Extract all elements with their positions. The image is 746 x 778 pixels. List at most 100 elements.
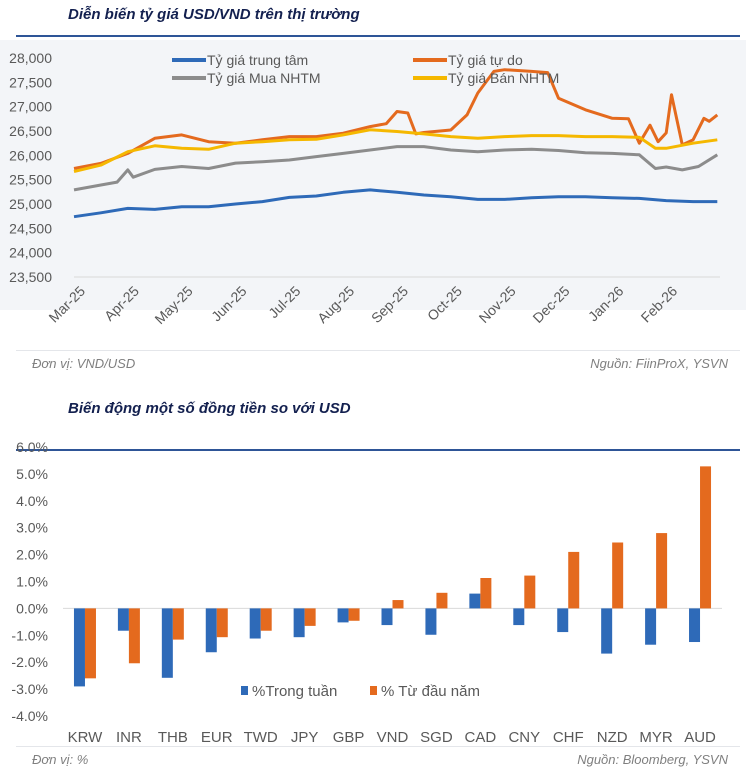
y-tick-label: 25,000 bbox=[9, 196, 52, 212]
y-tick-label: 27,000 bbox=[9, 99, 52, 115]
bar-weekly-cad bbox=[469, 593, 481, 609]
bar-weekly-sgd bbox=[425, 608, 437, 635]
x-tick-label: CHF bbox=[553, 729, 584, 746]
x-tick-label: Jul-25 bbox=[265, 283, 303, 321]
bar-weekly-thb bbox=[161, 608, 173, 678]
x-tick-label: NZD bbox=[597, 729, 628, 746]
series-line-0 bbox=[73, 188, 718, 219]
legend-swatch bbox=[241, 686, 248, 695]
bar-ytd-cny bbox=[524, 575, 536, 609]
y-tick-label: 26,000 bbox=[9, 147, 52, 163]
y-tick-label: 6.0% bbox=[16, 439, 48, 455]
x-tick-label: Sep-25 bbox=[368, 283, 411, 326]
bar-ytd-inr bbox=[128, 608, 140, 664]
legend-label: Tỷ giá Bán NHTM bbox=[448, 70, 559, 86]
y-tick-label: 24,000 bbox=[9, 245, 52, 261]
line-chart-source-note: Nguồn: FiinProX, YSVN bbox=[590, 356, 728, 371]
series-line-2 bbox=[73, 145, 719, 192]
series-line-3 bbox=[73, 128, 718, 174]
x-tick-label: CNY bbox=[508, 729, 540, 746]
y-tick-label: 23,500 bbox=[9, 269, 52, 285]
bar-weekly-gbp bbox=[337, 608, 349, 623]
y-tick-label: -3.0% bbox=[11, 681, 48, 697]
bar-weekly-cny bbox=[513, 608, 525, 626]
bar-ytd-aud bbox=[700, 466, 712, 609]
bar-weekly-myr bbox=[645, 608, 657, 645]
x-tick-label: THB bbox=[158, 729, 188, 746]
x-tick-label: INR bbox=[116, 729, 142, 746]
bar-ytd-krw bbox=[84, 608, 96, 679]
bar-weekly-twd bbox=[249, 608, 261, 639]
legend-label: %Trong tuần bbox=[252, 683, 337, 700]
x-tick-label: Jan-26 bbox=[585, 283, 627, 325]
x-tick-label: VND bbox=[377, 729, 409, 746]
y-tick-label: -1.0% bbox=[11, 627, 48, 643]
y-tick-label: 26,500 bbox=[9, 123, 52, 139]
x-tick-label: EUR bbox=[201, 729, 233, 746]
y-tick-label: -2.0% bbox=[11, 654, 48, 670]
legend-label: Tỷ giá tự do bbox=[448, 52, 523, 68]
y-tick-label: 28,000 bbox=[9, 50, 52, 66]
y-tick-label: 1.0% bbox=[16, 574, 48, 590]
x-tick-label: CAD bbox=[465, 729, 497, 746]
bar-chart-footer-rule bbox=[16, 746, 740, 747]
bar-ytd-sgd bbox=[436, 592, 448, 609]
y-tick-label: -4.0% bbox=[11, 708, 48, 724]
x-tick-label: Apr-25 bbox=[101, 283, 142, 324]
x-tick-label: Jun-25 bbox=[208, 283, 250, 325]
x-tick-label: May-25 bbox=[151, 283, 195, 327]
x-tick-label: Nov-25 bbox=[476, 283, 519, 326]
bar-chart-title-rule bbox=[16, 449, 740, 451]
y-tick-label: 27,500 bbox=[9, 74, 52, 90]
line-chart-unit-note: Đơn vị: VND/USD bbox=[32, 356, 136, 371]
x-tick-label: Aug-25 bbox=[314, 283, 357, 326]
legend-label: Tỷ giá Mua NHTM bbox=[207, 70, 321, 86]
bar-weekly-inr bbox=[117, 608, 129, 631]
x-tick-label: MYR bbox=[639, 729, 673, 746]
bar-ytd-vnd bbox=[392, 600, 404, 609]
x-tick-label: Dec-25 bbox=[529, 283, 572, 326]
bar-ytd-thb bbox=[172, 608, 184, 640]
bar-chart: 6.0% 5.0% 4.0% 3.0% 2.0% 1.0% 0.0% -1.0% -2.0% -3… bbox=[11, 439, 722, 746]
x-tick-label: Mar-25 bbox=[45, 283, 88, 326]
line-chart-title-rule bbox=[16, 35, 740, 37]
y-tick-label: 24,500 bbox=[9, 220, 52, 236]
bar-weekly-vnd bbox=[381, 608, 393, 626]
bar-chart-source-note: Nguồn: Bloomberg, YSVN bbox=[577, 752, 728, 767]
bar-ytd-chf bbox=[568, 551, 580, 609]
bar-weekly-jpy bbox=[293, 608, 305, 638]
x-tick-label: Feb-26 bbox=[638, 283, 681, 326]
line-chart-title: Diễn biến tỷ giá USD/VND trên thị trường bbox=[68, 6, 360, 23]
y-tick-label: 0.0% bbox=[16, 600, 48, 616]
y-tick-label: 5.0% bbox=[16, 466, 48, 482]
bar-chart-title: Biến động một số đồng tiền so với USD bbox=[68, 400, 351, 417]
x-tick-label: SGD bbox=[420, 729, 453, 746]
bar-ytd-jpy bbox=[304, 608, 316, 626]
legend-swatch bbox=[370, 686, 377, 695]
x-tick-label: Oct-25 bbox=[424, 283, 465, 324]
y-tick-label: 25,500 bbox=[9, 172, 52, 188]
bar-weekly-krw bbox=[73, 608, 85, 687]
y-tick-label: 4.0% bbox=[16, 493, 48, 509]
bar-weekly-eur bbox=[205, 608, 217, 653]
bar-weekly-aud bbox=[689, 608, 701, 643]
bar-ytd-cad bbox=[480, 578, 492, 609]
line-chart-footer-rule bbox=[16, 350, 740, 351]
y-tick-label: 3.0% bbox=[16, 520, 48, 536]
x-tick-label: GBP bbox=[333, 729, 365, 746]
bar-ytd-myr bbox=[656, 533, 668, 609]
y-tick-label: 2.0% bbox=[16, 547, 48, 563]
x-tick-label: KRW bbox=[68, 729, 104, 746]
bar-weekly-nzd bbox=[601, 608, 613, 654]
bar-ytd-nzd bbox=[612, 542, 624, 609]
x-tick-label: TWD bbox=[244, 729, 278, 746]
line-chart: 28,000 27,500 27,000 26,500 26,000 25,500 25,0… bbox=[9, 50, 720, 327]
bar-weekly-chf bbox=[557, 608, 569, 633]
legend-label: Tỷ giá trung tâm bbox=[207, 52, 308, 68]
bar-ytd-eur bbox=[216, 608, 228, 638]
bar-chart-unit-note: Đơn vị: % bbox=[32, 752, 89, 767]
bar-ytd-twd bbox=[260, 608, 272, 631]
x-tick-label: JPY bbox=[291, 729, 319, 746]
legend-label: % Từ đầu năm bbox=[381, 683, 480, 700]
x-tick-label: AUD bbox=[684, 729, 716, 746]
